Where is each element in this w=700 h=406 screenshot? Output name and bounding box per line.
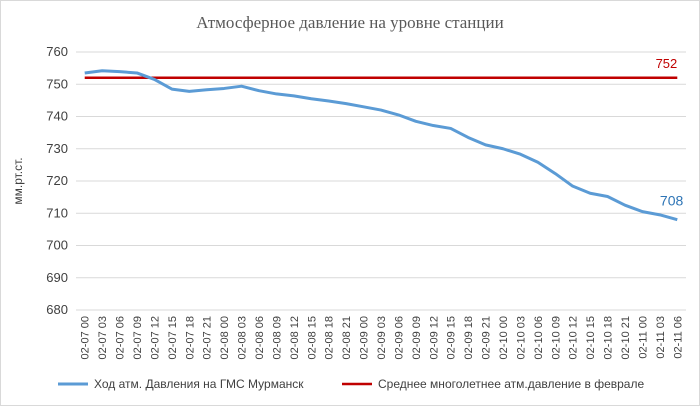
x-tick-label: 02-07 18: [184, 316, 196, 359]
x-tick-label: 02-10 18: [603, 316, 615, 359]
x-tick-label: 02-09 21: [481, 316, 493, 359]
x-tick-label: 02-09 12: [428, 316, 440, 359]
x-tick-label: 02-07 03: [97, 316, 109, 359]
x-tick-label: 02-10 15: [585, 316, 597, 359]
x-tick-label: 02-07 00: [80, 316, 92, 359]
x-tick-label: 02-09 09: [411, 316, 423, 359]
x-tick-label: 02-09 15: [446, 316, 458, 359]
x-tick-label: 02-08 18: [324, 316, 336, 359]
x-tick-label: 02-10 12: [568, 316, 580, 359]
y-tick-label: 730: [46, 141, 68, 156]
x-tick-label: 02-11 00: [637, 316, 649, 359]
x-tick-label: 02-08 15: [306, 316, 318, 359]
x-tick-label: 02-08 12: [289, 316, 301, 359]
y-tick-label: 690: [46, 270, 68, 285]
x-tick-label: 02-07 15: [167, 316, 179, 359]
x-tick-label: 02-10 09: [550, 316, 562, 359]
y-tick-label: 720: [46, 173, 68, 188]
x-tick-label: 02-09 00: [359, 316, 371, 359]
reference-label: 752: [656, 56, 678, 71]
x-tick-label: 02-10 06: [533, 316, 545, 359]
legend-label: Ход атм. Давления на ГМС Мурманск: [94, 377, 304, 391]
x-tick-label: 02-11 03: [655, 316, 667, 359]
y-tick-label: 760: [46, 44, 68, 59]
x-tick-label: 02-09 03: [376, 316, 388, 359]
x-tick-label: 02-09 18: [463, 316, 475, 359]
x-tick-label: 02-10 21: [620, 316, 632, 359]
x-tick-label: 02-07 06: [115, 316, 127, 359]
x-tick-label: 02-08 00: [219, 316, 231, 359]
y-tick-label: 750: [46, 76, 68, 91]
data-label: 708: [660, 193, 684, 209]
legend-label: Среднее многолетнее атм.давление в февра…: [378, 377, 644, 391]
y-axis-title: мм.рт.ст.: [11, 157, 25, 204]
x-tick-label: 02-09 06: [393, 316, 405, 359]
x-tick-label: 02-08 09: [271, 316, 283, 359]
x-tick-label: 02-07 09: [132, 316, 144, 359]
x-tick-label: 02-10 00: [498, 316, 510, 359]
y-tick-label: 740: [46, 109, 68, 124]
x-tick-label: 02-10 03: [515, 316, 527, 359]
y-tick-label: 700: [46, 238, 68, 253]
x-tick-label: 02-11 06: [672, 316, 684, 359]
x-tick-label: 02-07 12: [149, 316, 161, 359]
x-tick-label: 02-08 03: [237, 316, 249, 359]
y-tick-label: 680: [46, 302, 68, 317]
chart-title: Атмосферное давление на уровне станции: [196, 13, 503, 32]
y-tick-label: 710: [46, 205, 68, 220]
x-tick-label: 02-08 06: [254, 316, 266, 359]
x-tick-label: 02-08 21: [341, 316, 353, 359]
x-tick-label: 02-07 21: [202, 316, 214, 359]
series-line: [84, 69, 678, 222]
